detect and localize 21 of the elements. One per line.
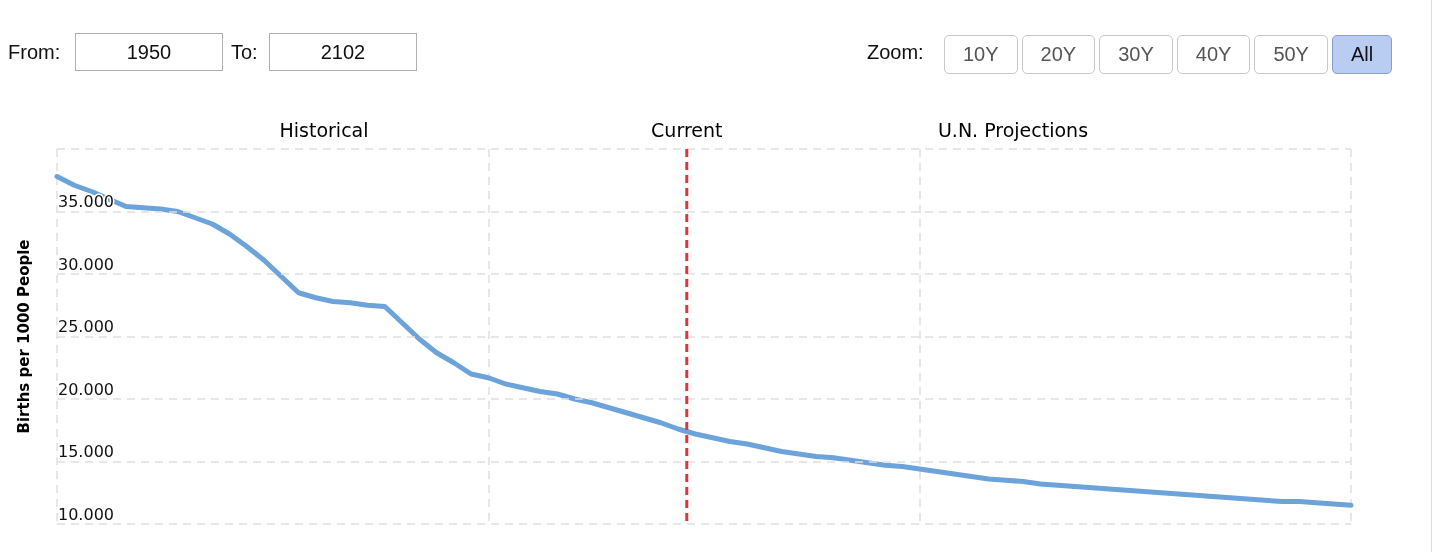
zoom-button: All xyxy=(1331,35,1393,74)
zoom-button: 10Y xyxy=(944,35,1018,74)
y-tick-label: 30.000 xyxy=(58,254,114,274)
y-axis-title: Births per 1000 People xyxy=(14,239,33,434)
text: Historical xyxy=(279,119,369,141)
zoom-button: 50Y xyxy=(1254,35,1328,74)
y-tick-label: 15.000 xyxy=(58,442,114,461)
zoom-button: 20Y xyxy=(1021,35,1096,74)
text: Zoom: xyxy=(867,40,924,64)
to-field: 2102 xyxy=(269,33,417,71)
y-tick-label: 20.000 xyxy=(58,379,114,399)
from-field: 1950 xyxy=(75,33,223,71)
zoom-button: 40Y xyxy=(1176,35,1251,74)
y-tick-label: 10.000 xyxy=(58,504,114,524)
text: To: xyxy=(231,40,258,64)
y-tick-label: 25.000 xyxy=(58,317,114,336)
text: U.N. Projections xyxy=(937,119,1089,141)
text: Current xyxy=(651,119,723,141)
y-tick-label: 35.000 xyxy=(58,192,114,211)
zoom-button: 30Y xyxy=(1099,35,1173,74)
text: From: xyxy=(8,40,61,64)
